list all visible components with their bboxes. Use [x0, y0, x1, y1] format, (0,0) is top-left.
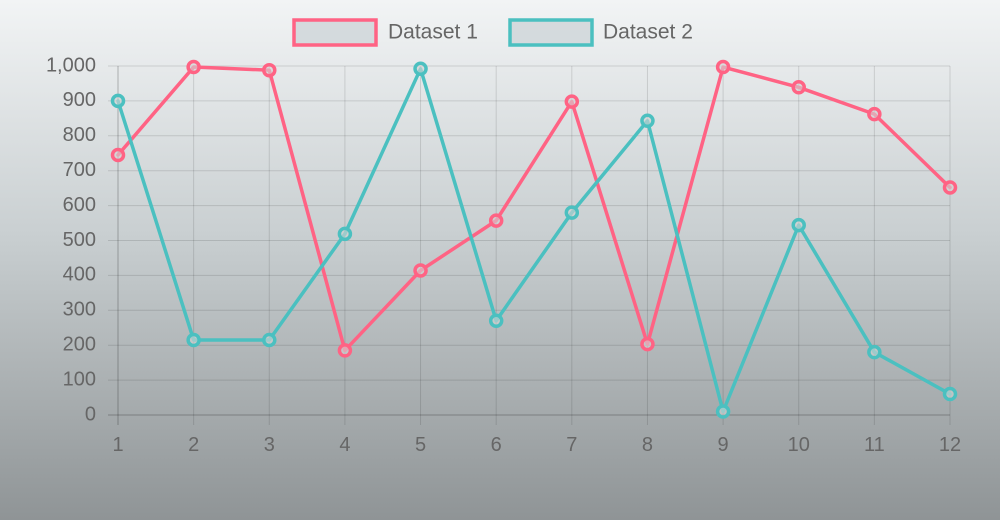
- data-point: [867, 106, 882, 122]
- series-line: [116, 67, 952, 414]
- y-tick-label: 600: [63, 194, 96, 216]
- y-tick-label: 800: [63, 124, 96, 146]
- x-tick-label: 3: [264, 434, 275, 456]
- data-point: [942, 180, 958, 195]
- grid-layer: [108, 65, 951, 425]
- data-point: [715, 59, 731, 75]
- legend-item-1[interactable]: Dataset 1: [292, 18, 478, 47]
- y-tick-label: 100: [63, 368, 96, 390]
- y-tick-label: 300: [63, 299, 96, 321]
- data-point: [564, 205, 580, 220]
- x-tick-label: 11: [864, 434, 885, 456]
- data-point: [640, 113, 655, 129]
- data-point: [488, 213, 504, 228]
- data-point: [337, 343, 353, 358]
- x-tick-label: 2: [188, 434, 199, 456]
- legend[interactable]: Dataset 1 Dataset 2: [292, 18, 693, 47]
- data-point: [564, 94, 580, 109]
- data-point: [640, 336, 655, 352]
- y-tick-label: 200: [63, 333, 96, 355]
- series-1: [110, 59, 958, 358]
- series-layer: [110, 59, 958, 419]
- series-line: [116, 65, 952, 353]
- legend-item-2[interactable]: Dataset 2: [508, 18, 693, 47]
- data-point: [488, 313, 504, 329]
- x-tick-label: 1: [112, 434, 123, 456]
- data-point: [262, 332, 277, 348]
- data-point: [942, 386, 958, 402]
- legend-label: Dataset 2: [603, 21, 693, 44]
- y-tick-label: 900: [63, 89, 96, 111]
- x-tick-label: 4: [339, 434, 350, 456]
- y-tick-label: 700: [63, 159, 96, 181]
- data-point: [186, 59, 201, 75]
- y-tick-label: 400: [63, 264, 96, 286]
- data-point: [337, 226, 353, 242]
- legend-label: Dataset 1: [388, 21, 478, 44]
- data-point: [867, 344, 882, 360]
- legend-swatch: [292, 18, 378, 47]
- y-tick-label: 0: [85, 403, 96, 425]
- data-point: [715, 404, 731, 419]
- legend-swatch: [508, 18, 594, 47]
- data-point: [262, 62, 277, 78]
- data-point: [413, 263, 428, 278]
- data-point: [791, 80, 806, 95]
- x-tick-label: 5: [415, 434, 426, 456]
- x-tick-label: 6: [491, 434, 502, 456]
- series-2: [110, 61, 958, 419]
- x-tick-label: 7: [566, 434, 577, 456]
- data-point: [413, 61, 428, 77]
- x-tick-label: 8: [642, 434, 653, 456]
- data-point: [110, 147, 126, 163]
- y-tick-label: 500: [63, 229, 96, 251]
- x-tick-label: 9: [718, 434, 729, 456]
- data-point: [791, 217, 806, 233]
- y-tick-label: 1,000: [46, 54, 96, 76]
- x-tick-label: 12: [939, 434, 961, 456]
- data-point: [186, 332, 201, 348]
- data-point: [110, 93, 126, 109]
- x-tick-label: 10: [788, 434, 810, 456]
